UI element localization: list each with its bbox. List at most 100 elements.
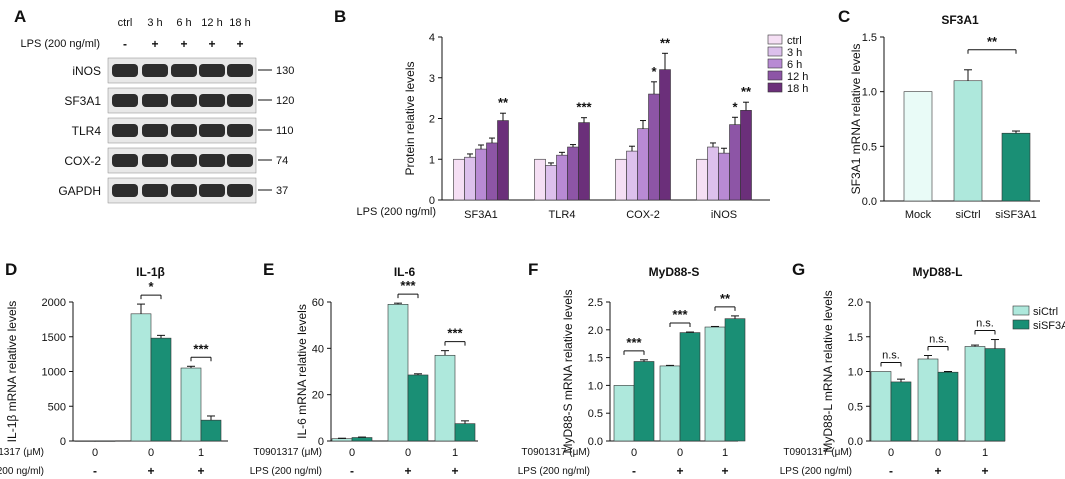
bar: [679, 332, 701, 442]
lps-sign: -: [350, 464, 354, 478]
bar: [94, 440, 116, 442]
blot-lps-sign: +: [236, 37, 243, 51]
lps-sign: +: [451, 464, 458, 478]
bar: [74, 440, 96, 442]
blot-row-label: SF3A1: [64, 94, 101, 108]
blot-band: [227, 184, 253, 197]
y-tick-label: 2000: [42, 297, 66, 309]
blot-band: [142, 154, 168, 167]
chart-title: IL-6: [394, 265, 416, 279]
y-tick-label: 1500: [42, 332, 66, 344]
bar: [613, 385, 635, 442]
blot-band: [142, 184, 168, 197]
bar: [707, 146, 719, 201]
t0901317-value: 0: [92, 447, 98, 459]
bar: [870, 371, 892, 442]
blot-band: [227, 64, 253, 77]
bar: [150, 337, 172, 442]
blot-band: [112, 154, 138, 167]
bar: [615, 158, 627, 201]
y-tick-label: 2: [429, 114, 435, 126]
blot-kda-label: 130: [276, 65, 294, 77]
bar: [718, 152, 730, 201]
y-tick-label: 0: [60, 436, 66, 448]
t0901317-value: 1: [982, 447, 988, 459]
y-tick-label: 2.0: [848, 297, 863, 309]
lps-sign: +: [981, 464, 988, 478]
significance-label: ***: [400, 278, 416, 293]
y-tick-label: 1.0: [588, 380, 603, 392]
t0901317-value: 1: [198, 447, 204, 459]
t0901317-value: 0: [405, 447, 411, 459]
bar: [351, 437, 373, 442]
panel-letter-e: E: [263, 260, 274, 279]
bar: [453, 158, 465, 201]
significance-label: ***: [626, 335, 642, 350]
lps-label: LPS (200 ng/ml): [518, 466, 590, 477]
blot-lps-sign: +: [151, 37, 158, 51]
bar: [534, 158, 546, 201]
y-tick-label: 0: [318, 436, 324, 448]
significance-label: ***: [193, 341, 209, 356]
panel-letter-d: D: [5, 260, 17, 279]
chart-title: SF3A1: [941, 13, 979, 27]
t0901317-value: 0: [888, 447, 894, 459]
legend-swatch: [1012, 305, 1030, 316]
significance-label: *: [651, 64, 657, 79]
chart-title: MyD88-L: [912, 265, 962, 279]
blot-band: [171, 154, 197, 167]
lps-sign: +: [404, 464, 411, 478]
blot-lps-label: LPS (200 ng/ml): [21, 38, 100, 50]
category-label: COX-2: [626, 209, 660, 221]
legend-swatch: [767, 58, 783, 69]
t0901317-value: 0: [677, 447, 683, 459]
blot-row-label: iNOS: [72, 64, 101, 78]
blot-kda-label: 110: [276, 125, 294, 137]
y-tick-label: 1.5: [862, 32, 877, 44]
t0901317-value: 1: [452, 447, 458, 459]
bar: [890, 381, 912, 442]
y-axis-title: IL-6 mRNA relative levels: [295, 304, 309, 439]
blot-band: [171, 64, 197, 77]
legend-label: 12 h: [787, 71, 808, 83]
category-label: Mock: [905, 209, 932, 221]
t0901317-label: T0901317 (μM): [521, 447, 590, 458]
blot-column-label: 12 h: [201, 17, 222, 29]
blot-band: [171, 184, 197, 197]
bar: [724, 318, 746, 442]
bar: [567, 146, 579, 201]
legend-swatch: [767, 46, 783, 57]
significance-label: n.s.: [929, 334, 947, 346]
t0901317-value: 0: [148, 447, 154, 459]
y-tick-label: 0: [429, 195, 435, 207]
significance-label: ***: [576, 100, 592, 115]
lps-sign: +: [147, 464, 154, 478]
y-tick-label: 0.0: [848, 436, 863, 448]
blot-band: [199, 184, 225, 197]
bar: [626, 150, 638, 201]
panel-letter-c: C: [838, 7, 850, 26]
x-axis-title: LPS (200 ng/ml): [357, 206, 436, 218]
category-label: siCtrl: [955, 209, 980, 221]
y-tick-label: 0.0: [862, 196, 877, 208]
bar: [633, 361, 655, 442]
t0901317-value: 0: [349, 447, 355, 459]
blot-column-label: 18 h: [229, 17, 250, 29]
y-axis-title: SF3A1 mRNA relative levels: [849, 44, 863, 195]
blot-row-label: GAPDH: [58, 184, 101, 198]
bar: [434, 354, 456, 442]
lps-sign: -: [632, 464, 636, 478]
lps-sign: -: [93, 464, 97, 478]
lps-sign: +: [721, 464, 728, 478]
bar: [556, 154, 568, 201]
bar: [578, 122, 590, 201]
bar: [486, 142, 498, 201]
bar: [964, 346, 986, 442]
y-tick-label: 20: [312, 390, 324, 402]
y-tick-label: 1.0: [848, 367, 863, 379]
y-axis-title: IL-1β mRNA relative levels: [5, 301, 19, 443]
panel-letter-a: A: [14, 7, 26, 26]
chart-title: MyD88-S: [649, 265, 700, 279]
bar: [407, 374, 429, 442]
y-tick-label: 60: [312, 297, 324, 309]
